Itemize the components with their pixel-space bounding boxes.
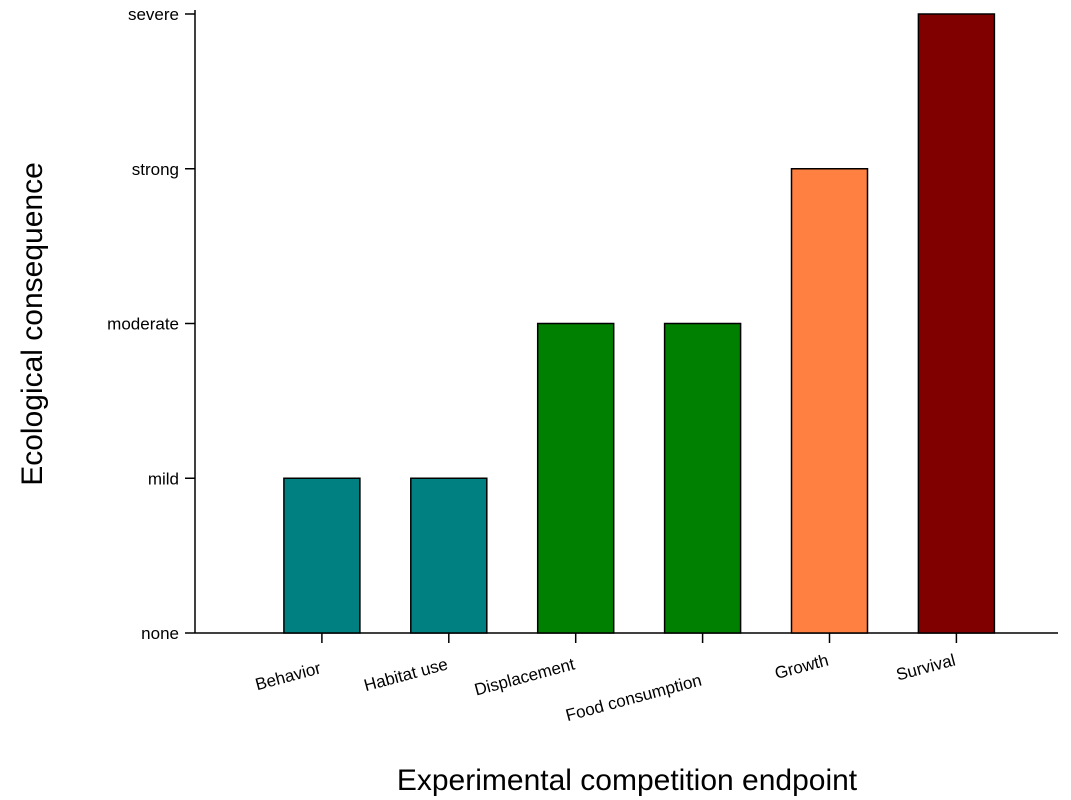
bar	[917, 13, 996, 634]
y-tick-label: none	[141, 624, 179, 643]
x-tick-label: Habitat use	[362, 655, 450, 696]
x-tick-label: Growth	[773, 651, 831, 684]
x-tick-label: Displacement	[472, 654, 577, 699]
bar	[663, 322, 742, 634]
x-axis-title: Experimental competition endpoint	[397, 764, 858, 797]
bar	[536, 322, 615, 634]
x-tick-label: Behavior	[253, 658, 323, 694]
bar	[790, 168, 869, 634]
y-axis-title: Ecological consequence	[16, 162, 49, 486]
bar	[283, 477, 361, 634]
y-tick-label: mild	[148, 469, 179, 488]
y-tick-label: moderate	[107, 315, 179, 334]
y-tick-label: strong	[132, 160, 179, 179]
x-tick-label: Survival	[894, 651, 957, 685]
x-tick-label: Food consumption	[564, 671, 704, 726]
y-tick-label: severe	[128, 5, 179, 24]
bar	[410, 477, 488, 634]
